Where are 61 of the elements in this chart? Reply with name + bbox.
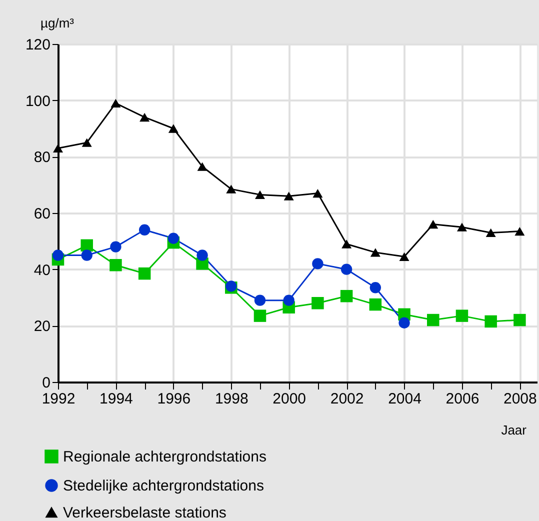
x-tick-label: 2008 [504, 390, 537, 408]
legend-label: Stedelijke achtergrondstations [63, 478, 264, 494]
y-tick-label: 100 [25, 92, 50, 110]
y-tick-label: 40 [34, 262, 50, 279]
point [196, 250, 208, 261]
point [168, 124, 178, 133]
point [398, 317, 410, 328]
point [110, 98, 121, 108]
x-tick-label: 1996 [157, 390, 191, 408]
x-tick-label: 2002 [330, 390, 364, 408]
point [226, 184, 236, 194]
y-axis-title: µg/m³ [40, 16, 75, 30]
point [138, 267, 151, 280]
point [312, 258, 324, 270]
point [284, 192, 294, 200]
point [428, 220, 438, 229]
y-tick-label: 120 [25, 36, 50, 54]
point [110, 258, 122, 272]
x-tick-label: 1992 [42, 390, 76, 408]
point [140, 112, 150, 122]
point [342, 240, 352, 248]
point [82, 138, 92, 147]
point [53, 144, 63, 153]
x-tick-label: 2004 [388, 390, 422, 408]
x-tick-label: 2006 [446, 390, 480, 408]
point [81, 250, 92, 261]
y-tick-label: 60 [34, 206, 50, 222]
point [369, 298, 382, 311]
point [312, 297, 324, 310]
point [370, 282, 381, 294]
point [138, 224, 150, 236]
point [514, 226, 525, 236]
point [340, 264, 352, 275]
point [426, 314, 440, 326]
point [254, 190, 265, 200]
x-tick-label: 1998 [214, 390, 248, 408]
point [254, 294, 266, 306]
x-tick-label: 1994 [100, 390, 133, 408]
point [486, 228, 496, 238]
point [168, 232, 180, 244]
point [197, 162, 208, 171]
y-tick-label: 80 [34, 149, 50, 166]
legend-label: Regionale achtergrondstations [63, 448, 266, 466]
x-tick-label: 2000 [272, 390, 306, 408]
point [456, 222, 467, 232]
y-tick-label: 0 [42, 374, 50, 392]
point [283, 294, 294, 306]
point [52, 250, 64, 261]
x-axis-title: Jaar [501, 422, 528, 438]
point [514, 314, 526, 326]
y-tick-label: 20 [34, 318, 50, 336]
point [254, 310, 266, 322]
point [80, 239, 93, 252]
legend-label: Verkeersbelaste stations [63, 504, 226, 521]
point [399, 252, 410, 261]
point [340, 290, 353, 302]
point [312, 188, 323, 198]
point [484, 315, 497, 328]
point [110, 241, 122, 252]
point [370, 248, 380, 257]
point [456, 310, 468, 322]
